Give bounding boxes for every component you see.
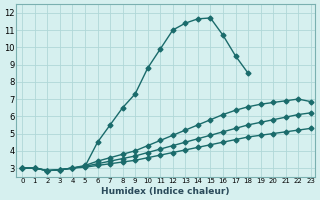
X-axis label: Humidex (Indice chaleur): Humidex (Indice chaleur): [101, 187, 229, 196]
